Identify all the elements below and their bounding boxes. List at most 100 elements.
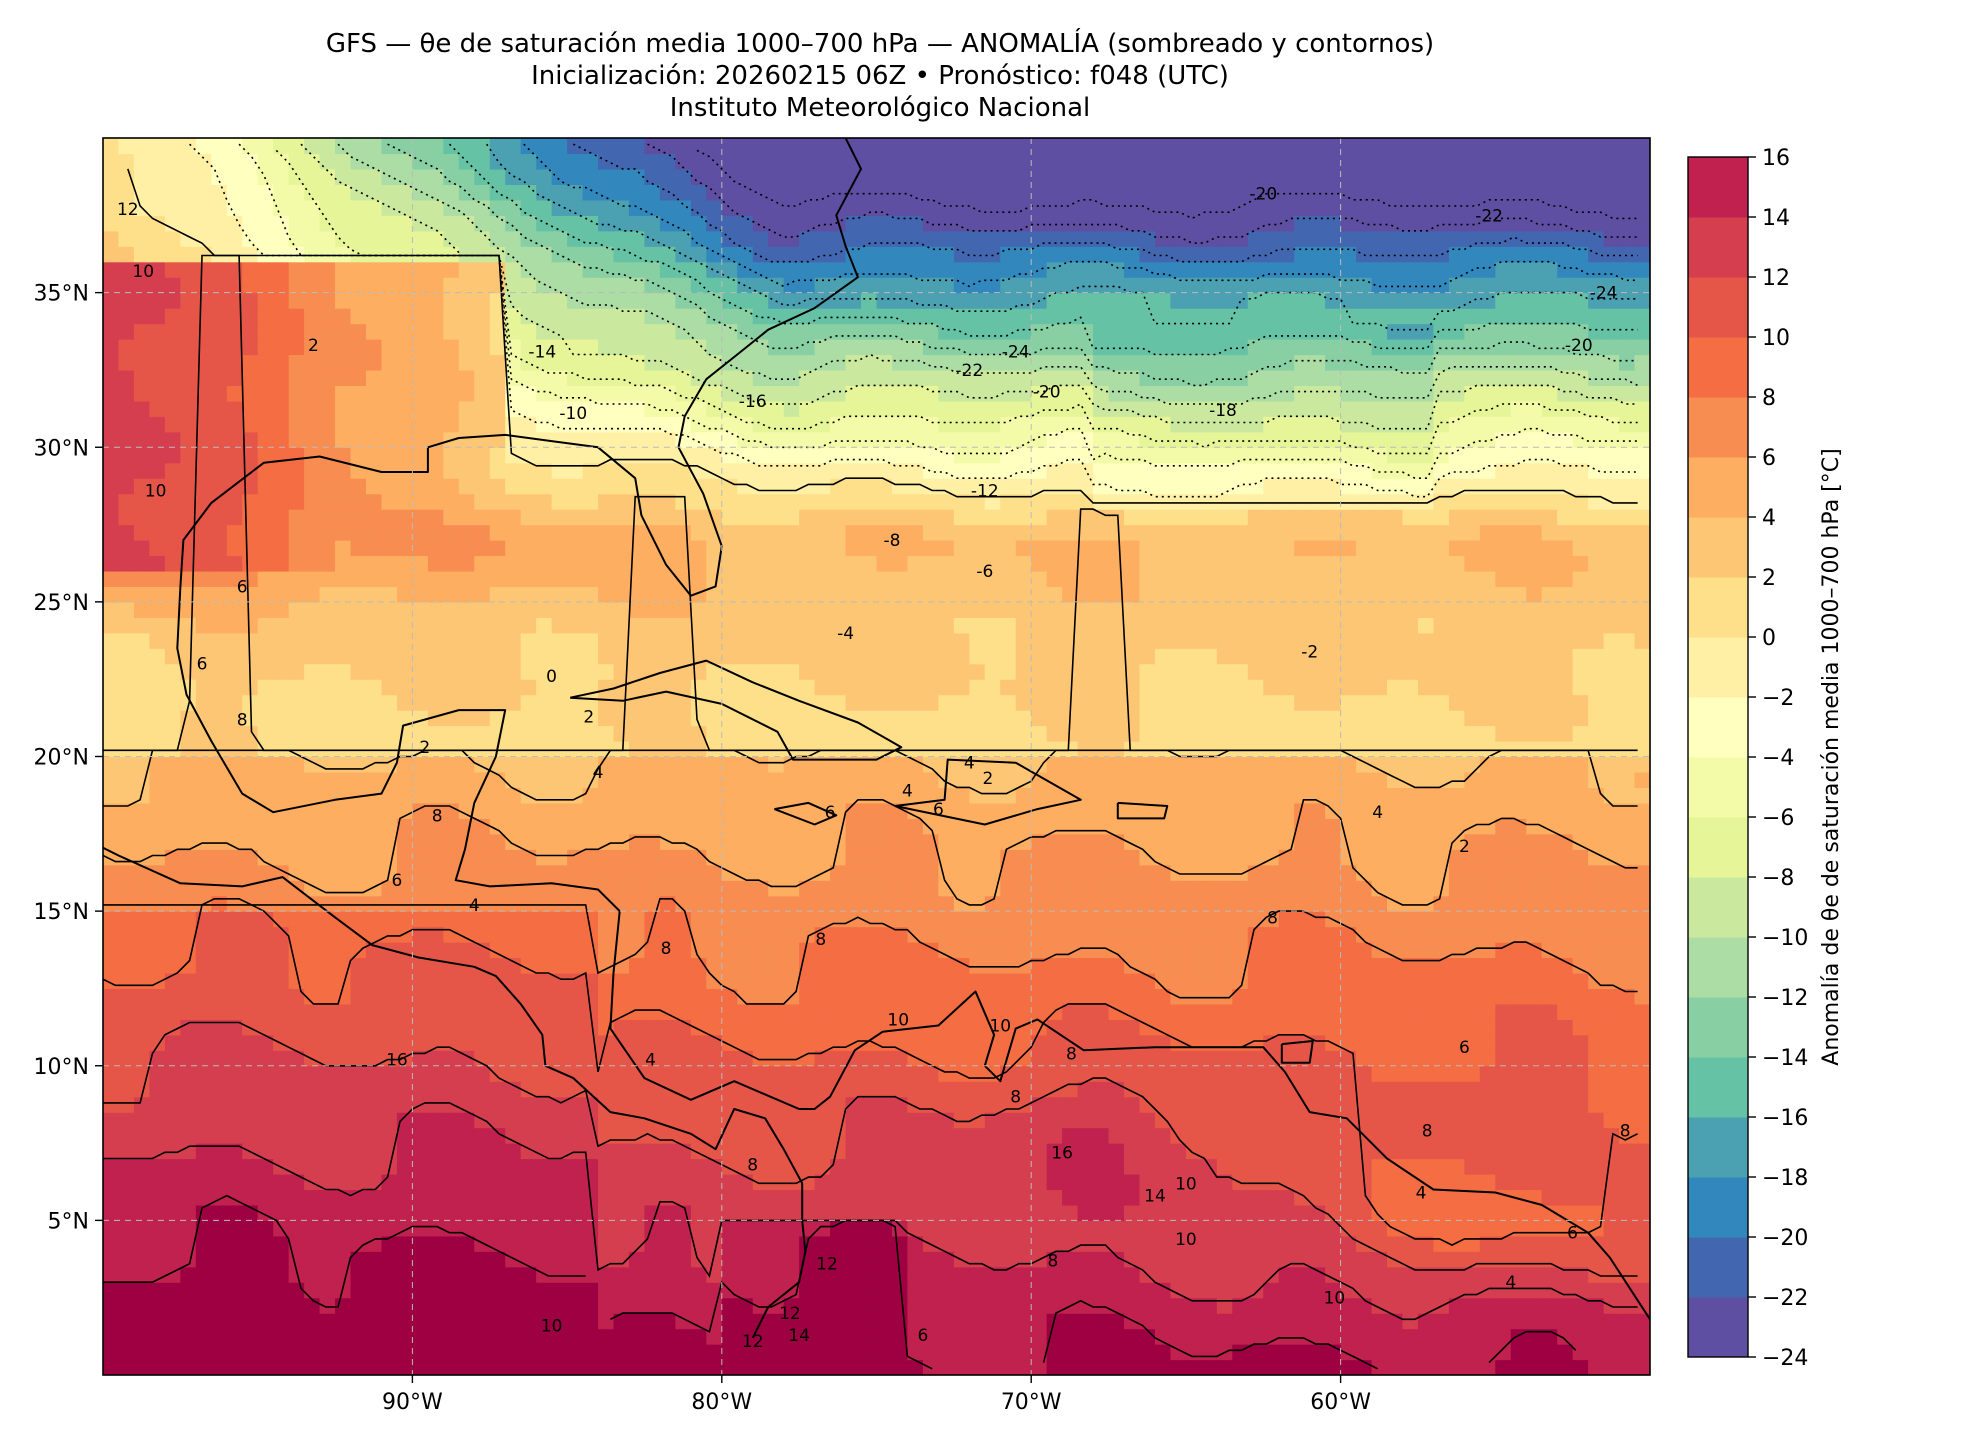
longitude-tick-label: 80°W (691, 1390, 752, 1415)
contour-label: 8 (1422, 1122, 1433, 1142)
figure-title-block: GFS — θe de saturación media 1000–700 hP… (0, 28, 1760, 124)
colorbar-tick-label: −24 (1762, 1346, 1808, 1371)
latitude-tick-label: 20°N (34, 746, 89, 771)
contour-label: 8 (747, 1156, 758, 1176)
figure-title: GFS — θe de saturación media 1000–700 hP… (325, 29, 1435, 59)
contour-label: 10 (887, 1010, 909, 1030)
contour-label: -20 (1033, 383, 1061, 403)
colorbar-swatch (1688, 757, 1748, 818)
contour-label: 6 (933, 800, 944, 820)
contour-label: 4 (964, 754, 975, 774)
contour-label: 2 (419, 738, 430, 758)
colorbar-swatch (1688, 217, 1748, 278)
contour-label: 8 (1047, 1252, 1058, 1272)
colorbar-tick-label: 8 (1762, 386, 1776, 411)
colorbar-tick-label: 6 (1762, 446, 1776, 471)
contour-label: 8 (1010, 1088, 1021, 1108)
colorbar-tick-label: −12 (1762, 986, 1808, 1011)
contour-label: 10 (1324, 1289, 1346, 1309)
coastlines (103, 138, 1650, 1339)
latitude-axis: 35°N 30°N 25°N 20°N 15°N 10°N 5°N (34, 282, 103, 1234)
contour-label: 6 (237, 577, 248, 597)
contour-label: 2 (1459, 837, 1470, 857)
contour-label: 10 (145, 482, 167, 502)
contour-label: 2 (583, 707, 594, 727)
colorbar-swatch (1688, 337, 1748, 398)
contour-label: 4 (645, 1051, 656, 1071)
colorbar-tick-label: −20 (1762, 1226, 1808, 1251)
colorbar-label: Anomalía de θe de saturación media 1000–… (1819, 448, 1844, 1065)
latitude-tick-label: 30°N (34, 436, 89, 461)
longitude-tick-label: 70°W (1001, 1390, 1062, 1415)
colorbar: 16 14 12 10 8 6 4 2 0 −2 −4 −6 −8 −10 −12 −14 −16 −18 −20 −… (1687, 146, 1844, 1371)
contour-label: 10 (541, 1317, 563, 1337)
anomaly-contours (103, 143, 1638, 1370)
contour-label: 12 (117, 200, 139, 220)
colorbar-swatch (1688, 457, 1748, 518)
colorbar-swatch (1688, 397, 1748, 458)
colorbar-tick-label: −6 (1762, 806, 1794, 831)
colorbar-tick-label: 14 (1762, 206, 1790, 231)
contour-labels: -20-22-24-20-24-22-20-18-16-14-10-12-8-6… (117, 185, 1631, 1352)
contour-label: 10 (989, 1017, 1011, 1037)
contour-label: 4 (902, 782, 913, 802)
contour-label: -20 (1565, 336, 1593, 356)
contour-label: 0 (546, 667, 557, 687)
contour-label: 6 (825, 803, 836, 823)
figure-subtitle-institution: Instituto Meteorológico Nacional (669, 93, 1091, 123)
latitude-tick-label: 25°N (34, 591, 89, 616)
contour-label: 2 (982, 769, 993, 789)
contour-label: -4 (837, 624, 854, 644)
contour-label: 14 (1144, 1187, 1166, 1207)
colorbar-tick-label: −8 (1762, 866, 1794, 891)
contour-label: 4 (1372, 803, 1383, 823)
latitude-tick-label: 15°N (34, 900, 89, 925)
contour-label: -22 (1475, 206, 1503, 226)
contour-label: 16 (1051, 1143, 1073, 1163)
colorbar-tick-label: 10 (1762, 326, 1790, 351)
contour-label: -20 (1249, 185, 1277, 205)
contour-label: -2 (1301, 642, 1318, 662)
colorbar-tick-labels: 16 14 12 10 8 6 4 2 0 −2 −4 −6 −8 −10 −12 −14 −16 −18 −20 −… (1748, 146, 1808, 1371)
contour-label: 12 (779, 1304, 801, 1324)
colorbar-swatch (1688, 1057, 1748, 1118)
contour-label: 12 (816, 1255, 838, 1275)
colorbar-swatch (1688, 997, 1748, 1058)
contour-label: -22 (955, 361, 983, 381)
colorbar-tick-label: 12 (1762, 266, 1790, 291)
figure-subtitle-run-info: Inicialización: 20260215 06Z • Pronóstic… (531, 61, 1229, 91)
contour-label: 8 (1620, 1122, 1631, 1142)
colorbar-swatch (1688, 637, 1748, 698)
contour-label: 6 (391, 871, 402, 891)
contour-label: -16 (739, 392, 767, 412)
contour-label: 16 (386, 1051, 408, 1071)
contour-label: 10 (132, 262, 154, 282)
contour-label: -8 (884, 531, 901, 551)
contour-label: 4 (469, 896, 480, 916)
map-panel: -20-22-24-20-24-22-20-18-16-14-10-12-8-6… (34, 137, 1651, 1415)
colorbar-swatch (1688, 1237, 1748, 1298)
colorbar-swatch (1688, 1177, 1748, 1238)
colorbar-swatch (1688, 697, 1748, 758)
colorbar-tick-label: 4 (1762, 506, 1776, 531)
colorbar-swatch (1688, 877, 1748, 938)
contour-label: -6 (976, 562, 993, 582)
contour-label: 2 (308, 336, 319, 356)
contour-label: 6 (1459, 1038, 1470, 1058)
contour-label: 6 (197, 655, 208, 675)
latitude-tick-label: 10°N (34, 1055, 89, 1080)
gridlines (103, 138, 1650, 1375)
colorbar-tick-label: −10 (1762, 926, 1808, 951)
anomaly-shading (103, 138, 1650, 1375)
contour-label: 4 (1505, 1273, 1516, 1293)
colorbar-tick-label: 2 (1762, 566, 1776, 591)
contour-label: -12 (971, 482, 999, 502)
colorbar-tick-label: −18 (1762, 1166, 1808, 1191)
contour-label: 14 (788, 1326, 810, 1346)
colorbar-swatch (1688, 817, 1748, 878)
contour-label: 4 (593, 763, 604, 783)
colorbar-tick-label: −4 (1762, 746, 1794, 771)
contour-label: 12 (742, 1332, 764, 1352)
contour-label: 8 (1267, 908, 1278, 928)
contour-label: -18 (1209, 401, 1237, 421)
